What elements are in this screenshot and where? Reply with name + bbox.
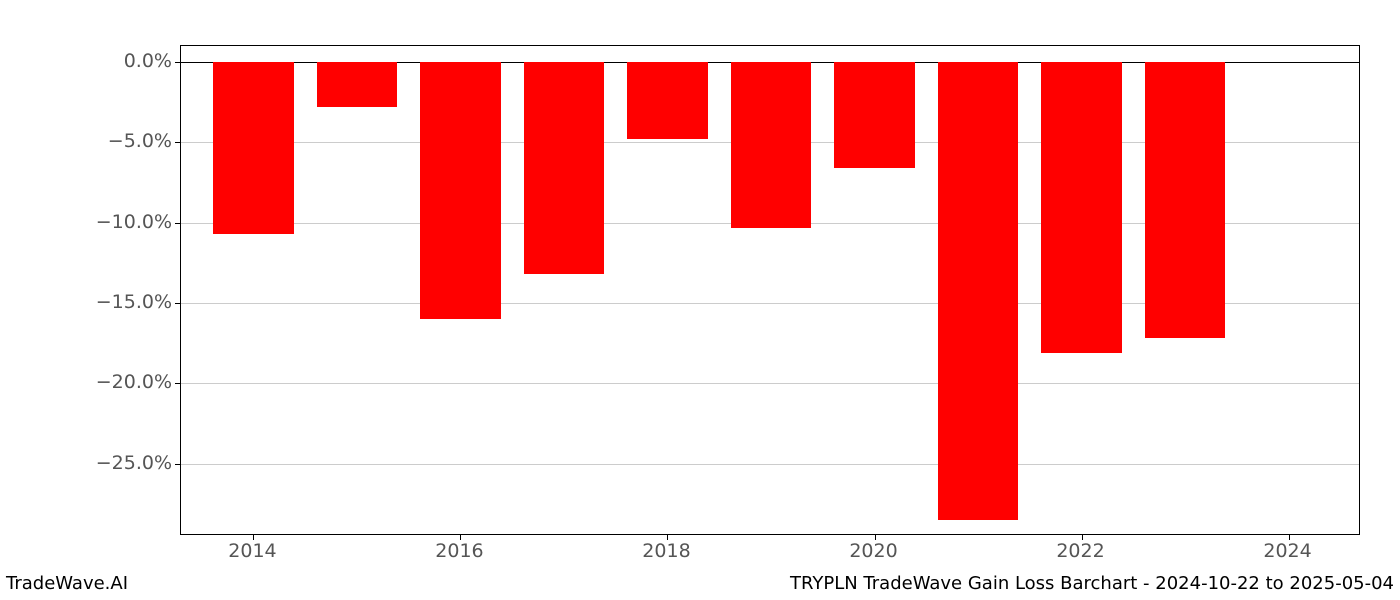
bar-2020 (834, 62, 915, 168)
y-gridline (181, 464, 1359, 465)
x-tick-label: 2016 (435, 540, 483, 562)
footer-left-brand: TradeWave.AI (6, 573, 128, 594)
y-tick-mark (175, 383, 181, 384)
bar-2017 (524, 62, 605, 274)
footer-right-caption: TRYPLN TradeWave Gain Loss Barchart - 20… (790, 573, 1394, 594)
y-tick-label: −20.0% (72, 371, 172, 393)
bar-2018 (627, 62, 708, 139)
x-tick-label: 2020 (849, 540, 897, 562)
x-tick-label: 2014 (228, 540, 276, 562)
bar-2021 (938, 62, 1019, 520)
y-tick-mark (175, 464, 181, 465)
y-tick-mark (175, 142, 181, 143)
bar-2015 (317, 62, 398, 107)
y-tick-label: −25.0% (72, 452, 172, 474)
bar-2023 (1145, 62, 1226, 338)
y-tick-label: −15.0% (72, 291, 172, 313)
bar-2014 (213, 62, 294, 234)
bar-2022 (1041, 62, 1122, 353)
y-tick-mark (175, 223, 181, 224)
bar-2016 (420, 62, 501, 319)
x-tick-label: 2024 (1263, 540, 1311, 562)
y-tick-label: −5.0% (72, 130, 172, 152)
bar-2019 (731, 62, 812, 227)
y-gridline (181, 383, 1359, 384)
y-tick-mark (175, 303, 181, 304)
x-tick-label: 2022 (1056, 540, 1104, 562)
y-tick-label: −10.0% (72, 211, 172, 233)
x-tick-label: 2018 (642, 540, 690, 562)
y-tick-label: 0.0% (72, 50, 172, 72)
plot-area (180, 45, 1360, 535)
chart-container: TradeWave.AI TRYPLN TradeWave Gain Loss … (0, 0, 1400, 600)
